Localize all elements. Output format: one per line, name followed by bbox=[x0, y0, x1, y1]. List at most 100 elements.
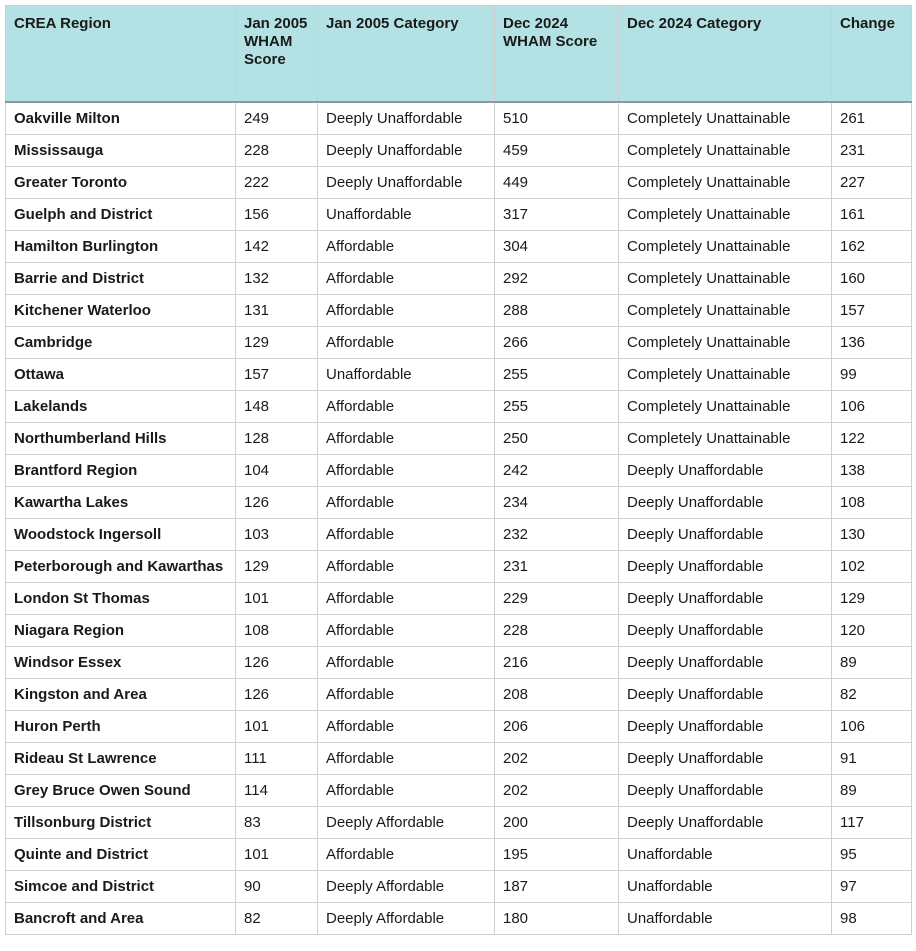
data-cell: 108 bbox=[235, 614, 318, 647]
data-cell: 138 bbox=[831, 454, 912, 487]
data-cell: Affordable bbox=[317, 614, 495, 647]
region-cell: Kingston and Area bbox=[5, 678, 236, 711]
data-cell: Deeply Unaffordable bbox=[618, 774, 832, 807]
region-cell: Guelph and District bbox=[5, 198, 236, 231]
data-cell: 162 bbox=[831, 230, 912, 263]
data-cell: Affordable bbox=[317, 774, 495, 807]
data-cell: 187 bbox=[494, 870, 619, 903]
data-cell: Unaffordable bbox=[317, 358, 495, 391]
data-cell: 142 bbox=[235, 230, 318, 263]
data-cell: 130 bbox=[831, 518, 912, 551]
data-cell: Completely Unattainable bbox=[618, 166, 832, 199]
data-table: CREA Region Jan 2005 WHAM Score Jan 2005 C… bbox=[5, 5, 912, 935]
table-row: Quinte and District 101 Affordable 195 Unaff… bbox=[5, 838, 912, 871]
table-row: Lakelands 148 Affordable 255 Completely Unat… bbox=[5, 390, 912, 423]
data-cell: 91 bbox=[831, 742, 912, 775]
header-cell: Jan 2005 WHAM Score bbox=[235, 5, 318, 103]
region-cell: Oakville Milton bbox=[5, 101, 236, 135]
region-cell: Lakelands bbox=[5, 390, 236, 423]
data-cell: 120 bbox=[831, 614, 912, 647]
region-cell: Grey Bruce Owen Sound bbox=[5, 774, 236, 807]
region-cell: Northumberland Hills bbox=[5, 422, 236, 455]
table-row: London St Thomas 101 Affordable 229 Deeply U… bbox=[5, 582, 912, 615]
region-cell: London St Thomas bbox=[5, 582, 236, 615]
data-cell: 250 bbox=[494, 422, 619, 455]
data-cell: 95 bbox=[831, 838, 912, 871]
data-cell: 136 bbox=[831, 326, 912, 359]
table-row: Tillsonburg District 83 Deeply Affordable 2… bbox=[5, 806, 912, 839]
region-cell: Peterborough and Kawarthas bbox=[5, 550, 236, 583]
data-cell: 216 bbox=[494, 646, 619, 679]
data-cell: Unaffordable bbox=[618, 870, 832, 903]
data-cell: 161 bbox=[831, 198, 912, 231]
data-cell: 101 bbox=[235, 838, 318, 871]
data-cell: 231 bbox=[494, 550, 619, 583]
data-cell: 208 bbox=[494, 678, 619, 711]
header-cell: Change bbox=[831, 5, 912, 103]
data-cell: 129 bbox=[235, 326, 318, 359]
data-cell: 117 bbox=[831, 806, 912, 839]
header-cell: Dec 2024 Category bbox=[618, 5, 832, 103]
data-cell: Completely Unattainable bbox=[618, 294, 832, 327]
data-cell: 129 bbox=[235, 550, 318, 583]
data-cell: Deeply Unaffordable bbox=[618, 710, 832, 743]
data-cell: Affordable bbox=[317, 646, 495, 679]
data-cell: Deeply Affordable bbox=[317, 806, 495, 839]
region-cell: Cambridge bbox=[5, 326, 236, 359]
data-cell: Deeply Affordable bbox=[317, 902, 495, 935]
data-cell: 449 bbox=[494, 166, 619, 199]
data-cell: 108 bbox=[831, 486, 912, 519]
data-cell: 228 bbox=[235, 134, 318, 167]
table-row: Ottawa 157 Unaffordable 255 Completely Unatt… bbox=[5, 358, 912, 391]
data-cell: 459 bbox=[494, 134, 619, 167]
data-cell: 160 bbox=[831, 262, 912, 295]
table-row: Mississauga 228 Deeply Unaffordable 459 Comp… bbox=[5, 134, 912, 167]
data-cell: 114 bbox=[235, 774, 318, 807]
table-row: Peterborough and Kawarthas 129 Affordable 2… bbox=[5, 550, 912, 583]
data-cell: 98 bbox=[831, 902, 912, 935]
data-cell: 317 bbox=[494, 198, 619, 231]
data-cell: Deeply Unaffordable bbox=[618, 806, 832, 839]
data-cell: 255 bbox=[494, 358, 619, 391]
data-cell: 200 bbox=[494, 806, 619, 839]
data-cell: Affordable bbox=[317, 262, 495, 295]
data-cell: Deeply Unaffordable bbox=[618, 486, 832, 519]
data-cell: 129 bbox=[831, 582, 912, 615]
data-cell: 101 bbox=[235, 582, 318, 615]
table-row: Greater Toronto 222 Deeply Unaffordable 449… bbox=[5, 166, 912, 199]
region-cell: Windsor Essex bbox=[5, 646, 236, 679]
data-cell: Affordable bbox=[317, 710, 495, 743]
region-cell: Greater Toronto bbox=[5, 166, 236, 199]
region-cell: Kitchener Waterloo bbox=[5, 294, 236, 327]
region-cell: Barrie and District bbox=[5, 262, 236, 295]
header-cell: Dec 2024 WHAM Score bbox=[494, 5, 619, 103]
region-cell: Hamilton Burlington bbox=[5, 230, 236, 263]
data-cell: Deeply Unaffordable bbox=[618, 742, 832, 775]
region-cell: Brantford Region bbox=[5, 454, 236, 487]
data-cell: 89 bbox=[831, 774, 912, 807]
data-cell: 229 bbox=[494, 582, 619, 615]
region-cell: Kawartha Lakes bbox=[5, 486, 236, 519]
data-cell: 104 bbox=[235, 454, 318, 487]
data-cell: Affordable bbox=[317, 518, 495, 551]
data-cell: 206 bbox=[494, 710, 619, 743]
data-cell: 128 bbox=[235, 422, 318, 455]
data-cell: 180 bbox=[494, 902, 619, 935]
data-cell: 148 bbox=[235, 390, 318, 423]
table-row: Kawartha Lakes 126 Affordable 234 Deeply Una… bbox=[5, 486, 912, 519]
region-cell: Quinte and District bbox=[5, 838, 236, 871]
data-cell: Completely Unattainable bbox=[618, 101, 832, 135]
data-cell: 126 bbox=[235, 486, 318, 519]
data-cell: 195 bbox=[494, 838, 619, 871]
data-cell: 101 bbox=[235, 710, 318, 743]
table-row: Huron Perth 101 Affordable 206 Deeply Unaffo… bbox=[5, 710, 912, 743]
data-cell: Affordable bbox=[317, 678, 495, 711]
data-cell: Deeply Unaffordable bbox=[618, 646, 832, 679]
header-cell: CREA Region bbox=[5, 5, 236, 103]
data-cell: 90 bbox=[235, 870, 318, 903]
data-cell: 106 bbox=[831, 710, 912, 743]
data-cell: 126 bbox=[235, 646, 318, 679]
data-cell: 227 bbox=[831, 166, 912, 199]
data-cell: Deeply Unaffordable bbox=[618, 678, 832, 711]
table-row: Kingston and Area 126 Affordable 208 Deeply … bbox=[5, 678, 912, 711]
